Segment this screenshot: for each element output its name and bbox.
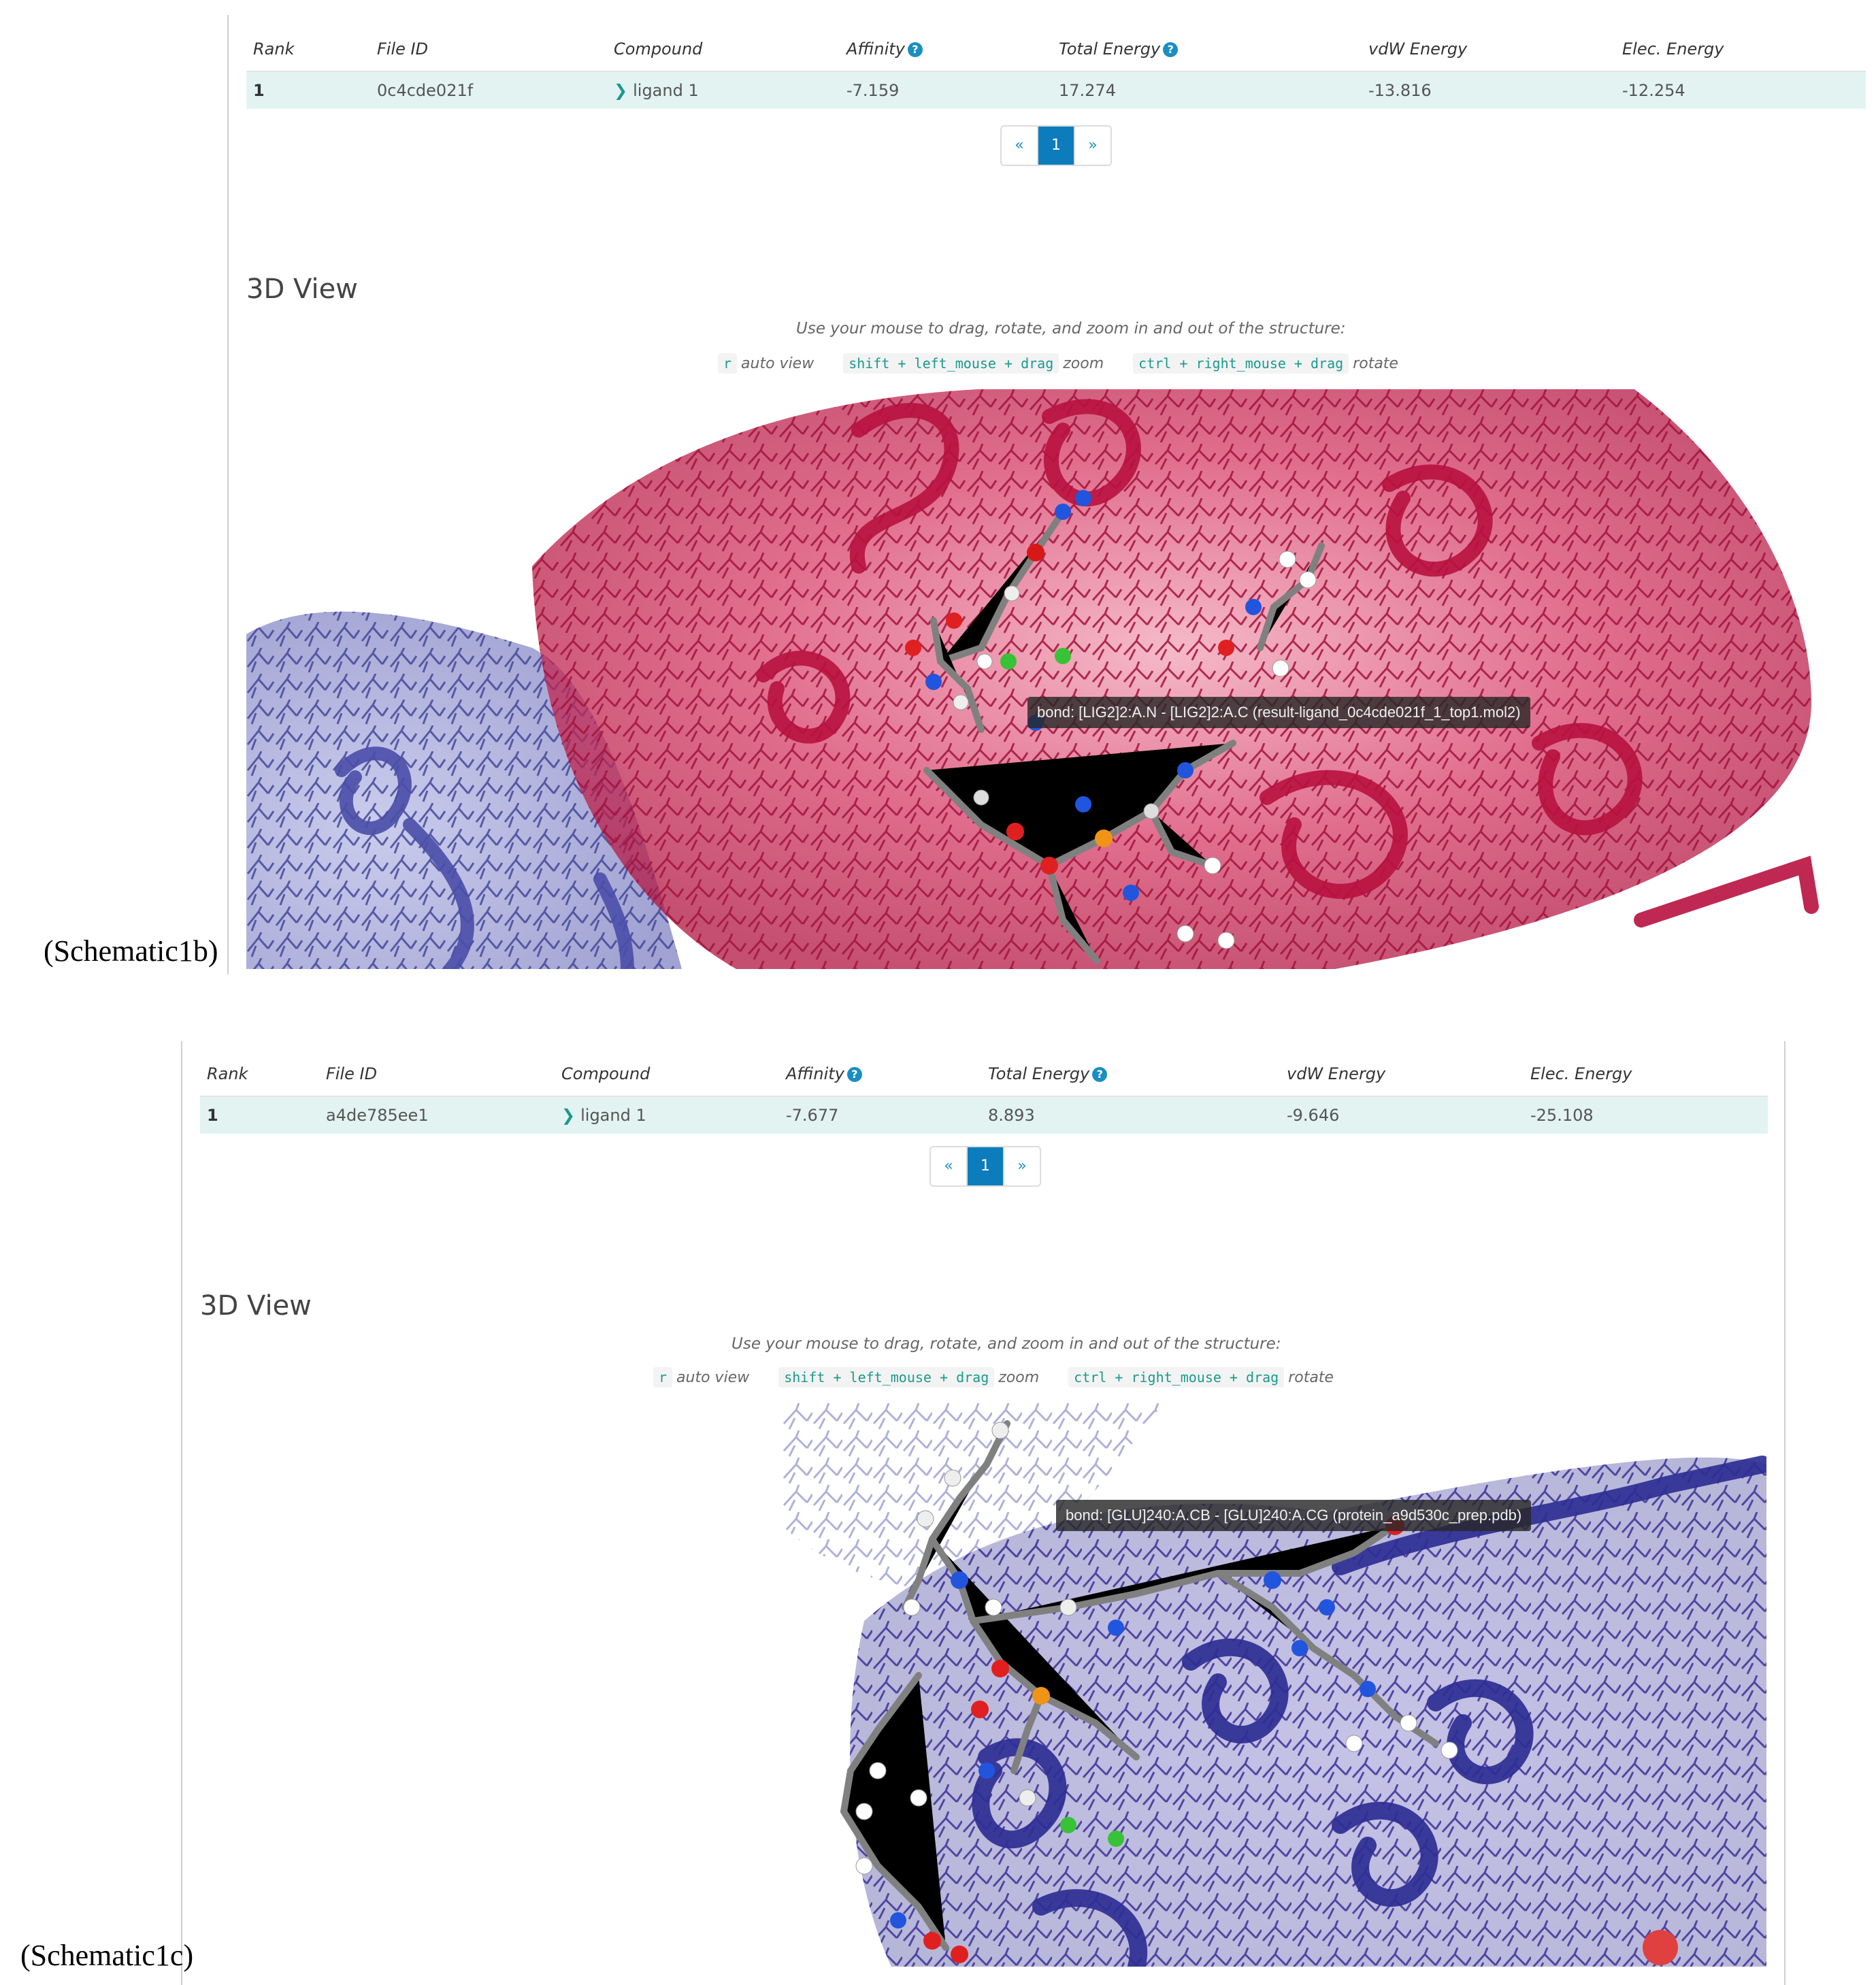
help-icon[interactable]: ? <box>846 1067 862 1082</box>
cell-file-id: a4de785ee1 <box>319 1096 555 1134</box>
col-rank[interactable]: Rank <box>246 27 370 72</box>
col-vdw-energy[interactable]: vdW Energy <box>1362 27 1615 72</box>
cell-vdw-energy: -9.646 <box>1280 1096 1524 1134</box>
key-zoom: shift + left_mouse + drag <box>843 353 1059 374</box>
col-rank[interactable]: Rank <box>200 1052 319 1097</box>
cell-total-energy: 8.893 <box>981 1096 1280 1134</box>
table-row[interactable]: 1 a4de785ee1 ❯ ligand 1 -7.677 8.893 -9.6… <box>200 1096 1768 1134</box>
cell-file-id: 0c4cde021f <box>370 71 607 109</box>
help-icon[interactable]: ? <box>1163 42 1179 57</box>
page-1-button[interactable]: 1 <box>966 1147 1003 1185</box>
help-icon[interactable]: ? <box>1092 1067 1108 1082</box>
viewer-instructions: Use your mouse to drag, rotate, and zoom… <box>731 1335 1281 1353</box>
caption-schematic-1b: (Schematic1b) <box>44 934 218 968</box>
page-prev-button[interactable]: « <box>931 1147 966 1185</box>
viewer-key-hints: r auto view shift + left_mouse + drag zoom… <box>718 353 1398 374</box>
protein-structure-render <box>783 1403 1766 1967</box>
col-affinity[interactable]: Affinity? <box>840 27 1052 72</box>
cell-affinity: -7.159 <box>840 71 1052 109</box>
col-elec-energy[interactable]: Elec. Energy <box>1524 1052 1768 1097</box>
chevron-right-icon[interactable]: ❯ <box>614 81 628 100</box>
table-header-row: Rank File ID Compound Affinity? Total En… <box>200 1052 1768 1097</box>
page-next-button[interactable]: » <box>1003 1147 1040 1185</box>
page-next-button[interactable]: » <box>1074 127 1110 165</box>
cell-rank: 1 <box>200 1096 319 1134</box>
cell-elec-energy: -25.108 <box>1524 1096 1768 1134</box>
caption-schematic-1c: (Schematic1c) <box>20 1939 194 1972</box>
cell-compound[interactable]: ❯ ligand 1 <box>555 1096 779 1134</box>
cell-elec-energy: -12.254 <box>1615 71 1866 109</box>
col-compound[interactable]: Compound <box>607 27 840 72</box>
key-rotate: ctrl + right_mouse + drag <box>1068 1367 1285 1388</box>
cell-rank: 1 <box>246 71 370 109</box>
key-zoom: shift + left_mouse + drag <box>778 1367 995 1388</box>
key-rotate: ctrl + right_mouse + drag <box>1133 353 1349 374</box>
pagination-b: « 1 » <box>1000 125 1112 166</box>
key-r: r <box>653 1367 673 1388</box>
col-elec-energy[interactable]: Elec. Energy <box>1615 27 1866 72</box>
col-total-energy[interactable]: Total Energy? <box>981 1052 1280 1097</box>
molecule-viewer-c[interactable]: bond: [GLU]240:A.CB - [GLU]240:A.CG (pro… <box>783 1403 1766 1967</box>
panel-c-divider-right <box>1784 1041 1786 1985</box>
panel-b-divider <box>227 15 229 974</box>
results-table-b: Rank File ID Compound Affinity? Total En… <box>246 27 1866 109</box>
col-compound[interactable]: Compound <box>555 1052 779 1097</box>
table-header-row: Rank File ID Compound Affinity? Total En… <box>246 27 1866 72</box>
chevron-right-icon[interactable]: ❯ <box>561 1106 576 1125</box>
protein-structure-render <box>246 389 1819 969</box>
section-title-3d-view: 3D View <box>200 1290 312 1322</box>
cell-total-energy: 17.274 <box>1052 71 1362 109</box>
bond-tooltip: bond: [LIG2]2:A.N - [LIG2]2:A.C (result-… <box>1027 697 1530 728</box>
viewer-key-hints: r auto view shift + left_mouse + drag zoom… <box>653 1367 1334 1388</box>
pagination-c: « 1 » <box>929 1146 1041 1187</box>
section-title-3d-view: 3D View <box>246 274 358 305</box>
col-vdw-energy[interactable]: vdW Energy <box>1280 1052 1524 1097</box>
cell-compound[interactable]: ❯ ligand 1 <box>607 71 840 109</box>
bond-tooltip: bond: [GLU]240:A.CB - [GLU]240:A.CG (pro… <box>1056 1500 1532 1531</box>
col-file-id[interactable]: File ID <box>370 27 607 72</box>
table-row[interactable]: 1 0c4cde021f ❯ ligand 1 -7.159 17.274 -13… <box>246 71 1866 109</box>
col-total-energy[interactable]: Total Energy? <box>1052 27 1362 72</box>
page-prev-button[interactable]: « <box>1002 127 1037 165</box>
cell-affinity: -7.677 <box>779 1096 981 1134</box>
col-affinity[interactable]: Affinity? <box>779 1052 981 1097</box>
cell-vdw-energy: -13.816 <box>1362 71 1615 109</box>
molecule-viewer-b[interactable]: bond: [LIG2]2:A.N - [LIG2]2:A.C (result-… <box>246 389 1876 969</box>
help-icon[interactable]: ? <box>907 42 923 57</box>
col-file-id[interactable]: File ID <box>319 1052 555 1097</box>
panel-c-divider-left <box>181 1041 182 1985</box>
page-1-button[interactable]: 1 <box>1037 127 1074 165</box>
key-r: r <box>718 353 738 374</box>
results-table-c: Rank File ID Compound Affinity? Total En… <box>200 1052 1768 1134</box>
viewer-instructions: Use your mouse to drag, rotate, and zoom… <box>796 320 1346 338</box>
ligand-atoms <box>855 1422 1678 1965</box>
